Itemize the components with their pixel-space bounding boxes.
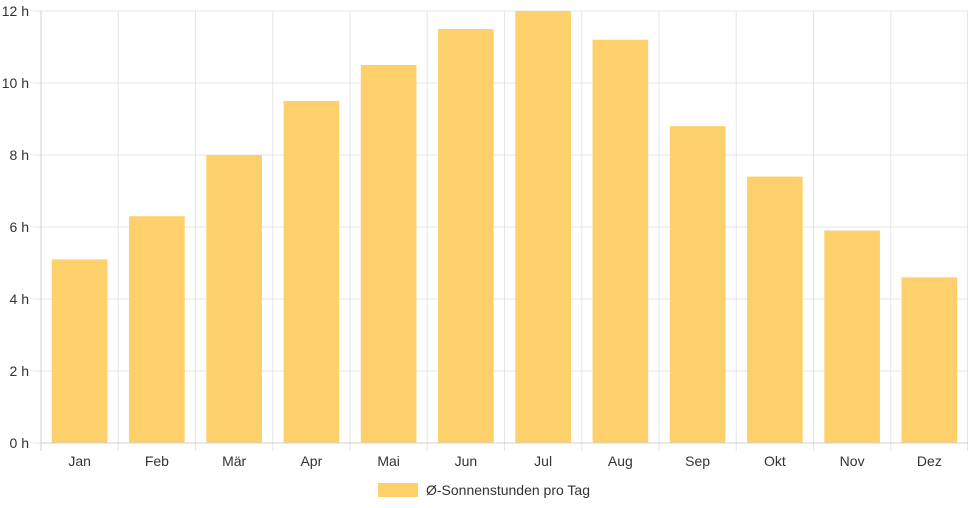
- x-tick-label: Mai: [377, 453, 400, 469]
- y-tick-label: 0 h: [10, 435, 29, 451]
- legend-swatch: [378, 483, 418, 497]
- x-tick-label: Feb: [145, 453, 169, 469]
- legend-label: Ø-Sonnenstunden pro Tag: [426, 482, 590, 498]
- bar-mär[interactable]: [206, 155, 262, 443]
- bar-jul[interactable]: [515, 11, 571, 443]
- x-tick-label: Jun: [455, 453, 478, 469]
- x-tick-label: Dez: [917, 453, 942, 469]
- bar-chart: 0 h2 h4 h6 h8 h10 h12 h Jan Feb Mär Apr Mai J…: [2, 3, 968, 469]
- legend[interactable]: Ø-Sonnenstunden pro Tag: [0, 478, 968, 502]
- bar-apr[interactable]: [283, 101, 340, 443]
- y-tick-label: 4 h: [10, 291, 29, 307]
- x-tick-label: Aug: [608, 453, 633, 469]
- x-tick-label: Nov: [840, 453, 865, 469]
- y-tick-label: 12 h: [2, 3, 29, 19]
- bar-feb[interactable]: [129, 216, 185, 443]
- bar-sep[interactable]: [669, 126, 726, 443]
- y-tick-label: 8 h: [10, 147, 29, 163]
- bar-okt[interactable]: [747, 176, 803, 443]
- bar-mai[interactable]: [360, 65, 417, 443]
- x-tick-label: Jan: [68, 453, 91, 469]
- bar-jun[interactable]: [438, 29, 494, 443]
- x-tick-label: Mär: [222, 453, 246, 469]
- x-tick-label: Okt: [764, 453, 786, 469]
- bar-dez[interactable]: [901, 277, 958, 443]
- bars: [51, 11, 958, 444]
- x-tick-label: Jul: [534, 453, 552, 469]
- y-axis: 0 h 2 h 4 h 6 h 8 h 10 h 12 h: [2, 3, 42, 451]
- y-tick-label: 2 h: [10, 363, 29, 379]
- x-tick-label: Apr: [300, 453, 322, 469]
- y-tick-label: 10 h: [2, 75, 29, 91]
- x-tick-label: Sep: [685, 453, 710, 469]
- bar-nov[interactable]: [824, 230, 880, 443]
- x-axis: Jan Feb Mär Apr Mai Jun Jul Aug Sep Okt Nov Dez: [41, 442, 968, 469]
- grid-lines: [33, 10, 968, 451]
- bar-jan[interactable]: [51, 259, 108, 443]
- y-tick-label: 6 h: [10, 219, 29, 235]
- bar-aug[interactable]: [592, 39, 649, 444]
